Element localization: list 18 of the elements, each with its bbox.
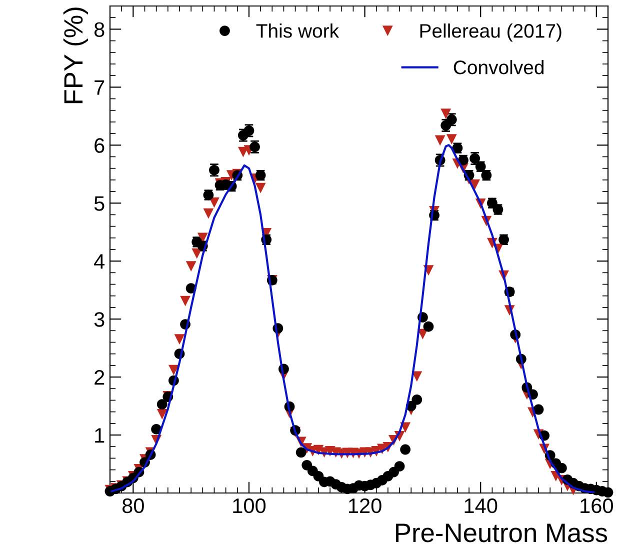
legend-label: Pellereau (2017)	[420, 24, 562, 42]
x-tick-label: 160	[580, 498, 613, 514]
legend-label: This work	[256, 24, 340, 38]
y-axis-title: FPY (%)	[63, 8, 88, 104]
x-tick-label: 100	[233, 498, 266, 514]
x-tick-label: 120	[349, 498, 382, 514]
x-tick-label: 140	[464, 498, 498, 514]
y-tick-label: 1	[95, 428, 104, 443]
y-tick-label: 3	[94, 312, 104, 327]
y-tick-label: 7	[94, 80, 104, 95]
y-tick-label: 5	[94, 196, 104, 211]
y-tick-label: 2	[94, 370, 104, 385]
legend-label: Convolved	[454, 60, 544, 74]
y-tick-label: 4	[94, 254, 105, 269]
x-axis-title: Pre-Neutron Mass	[396, 524, 608, 542]
x-tick-label: 80	[122, 498, 144, 514]
y-tick-label: 8	[94, 22, 104, 37]
y-tick-label: 6	[94, 138, 104, 153]
